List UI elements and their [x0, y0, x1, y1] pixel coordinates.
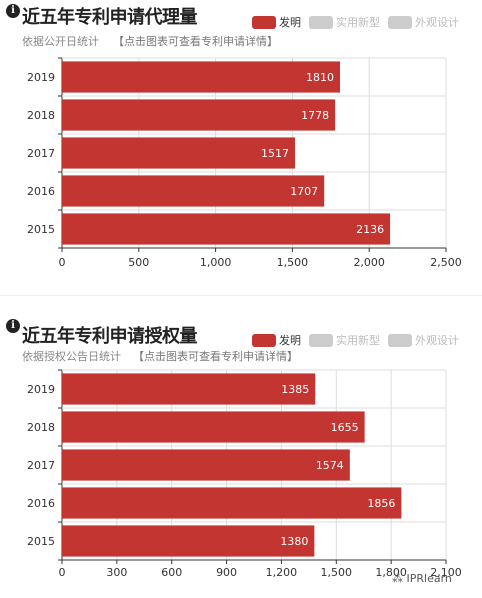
bar[interactable] [62, 449, 350, 481]
y-category-label: 2015 [27, 535, 55, 548]
x-tick-label: 1,800 [375, 566, 407, 579]
legend-label: 发明 [279, 16, 301, 29]
bar-value-label: 1856 [367, 497, 395, 510]
y-category-label: 2019 [27, 383, 55, 396]
legend-label: 实用新型 [336, 16, 380, 29]
bar-chart-application[interactable]: 0 500 1,000 1,500 2,000 2,500 1810 2019 1778 2018… [0, 0, 482, 290]
chart-title: 近五年专利申请授权量 [22, 326, 198, 347]
bar-chart-grant[interactable]: 0 300 600 900 1,200 1,500 1,800 2,100 1385 2019 16… [0, 312, 482, 598]
bar-value-label: 1655 [331, 421, 359, 434]
bar-value-label: 1385 [281, 383, 309, 396]
y-category-label: 2018 [27, 421, 55, 434]
x-tick-label: 2,100 [430, 566, 462, 579]
x-tick-label: 900 [216, 566, 237, 579]
bar[interactable] [62, 175, 325, 207]
chart-legend: 发明 实用新型 外观设计 [252, 332, 459, 348]
x-tick-label: 2,500 [430, 256, 462, 269]
bar[interactable] [62, 99, 336, 131]
bar[interactable] [62, 137, 296, 169]
legend-swatch [309, 333, 333, 347]
legend-item-design[interactable]: 外观设计 [388, 332, 459, 348]
bar[interactable] [62, 213, 391, 245]
x-tick-label: 600 [161, 566, 182, 579]
chart-details-link[interactable]: 【点击图表可查看专利申请详情】 [113, 35, 278, 48]
x-tick-label: 1,500 [277, 256, 309, 269]
legend-swatch [309, 15, 333, 29]
legend-label: 外观设计 [415, 334, 459, 347]
wechat-icon: ⁂ [392, 572, 407, 585]
x-tick-label: 2,000 [353, 256, 385, 269]
x-tick-label: 1,000 [200, 256, 232, 269]
legend-item-invention[interactable]: 发明 [252, 14, 301, 30]
y-category-label: 2016 [27, 497, 55, 510]
x-tick-label: 500 [128, 256, 149, 269]
bar[interactable] [62, 61, 341, 93]
y-category-label: 2019 [27, 71, 55, 84]
legend-label: 外观设计 [415, 16, 459, 29]
x-tick-label: 0 [59, 566, 66, 579]
info-icon[interactable]: i [6, 4, 20, 18]
legend-item-invention[interactable]: 发明 [252, 332, 301, 348]
chart-details-link[interactable]: 【点击图表可查看专利申请详情】 [133, 350, 298, 363]
divider [0, 295, 482, 296]
y-category-label: 2017 [27, 147, 55, 160]
x-tick-label: 1,500 [321, 566, 353, 579]
bar-value-label: 1380 [280, 535, 308, 548]
y-category-label: 2016 [27, 185, 55, 198]
bar-value-label: 1574 [316, 459, 344, 472]
legend-item-design[interactable]: 外观设计 [388, 14, 459, 30]
legend-label: 发明 [279, 334, 301, 347]
bar[interactable] [62, 373, 316, 405]
bar-value-label: 1810 [306, 71, 334, 84]
chart-title: 近五年专利申请代理量 [22, 7, 198, 28]
x-tick-label: 1,200 [266, 566, 298, 579]
legend-item-utility-model[interactable]: 实用新型 [309, 332, 380, 348]
legend-swatch [388, 333, 412, 347]
bar-value-label: 1778 [301, 109, 329, 122]
legend-swatch [388, 15, 412, 29]
chart-legend: 发明 实用新型 外观设计 [252, 14, 459, 30]
watermark: ⁂ IPRlearn [392, 572, 452, 585]
bar-value-label: 1517 [261, 147, 289, 160]
info-icon[interactable]: i [6, 319, 20, 333]
bar[interactable] [62, 411, 365, 443]
y-category-label: 2018 [27, 109, 55, 122]
x-tick-label: 0 [59, 256, 66, 269]
chart-subtitle: 依据公开日统计 [22, 35, 99, 48]
chart-subtitle: 依据授权公告日统计 [22, 350, 121, 363]
legend-swatch [252, 15, 276, 29]
legend-item-utility-model[interactable]: 实用新型 [309, 14, 380, 30]
bar-value-label: 2136 [356, 223, 384, 236]
chart-panel-application: i 近五年专利申请代理量 依据公开日统计 【点击图表可查看专利申请详情】 发明 … [0, 0, 482, 290]
legend-swatch [252, 333, 276, 347]
bar-value-label: 1707 [290, 185, 318, 198]
legend-label: 实用新型 [336, 334, 380, 347]
chart-panel-grant: i 近五年专利申请授权量 依据授权公告日统计 【点击图表可查看专利申请详情】 发… [0, 312, 482, 598]
y-category-label: 2015 [27, 223, 55, 236]
x-tick-label: 300 [106, 566, 127, 579]
watermark-text: IPRlearn [406, 572, 452, 585]
bar[interactable] [62, 525, 315, 557]
y-category-label: 2017 [27, 459, 55, 472]
bar[interactable] [62, 487, 402, 519]
